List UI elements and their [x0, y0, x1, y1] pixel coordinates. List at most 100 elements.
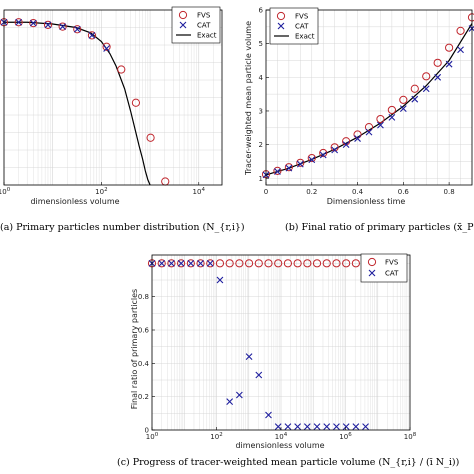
data-point-cat: [319, 151, 327, 159]
data-point-cat: [445, 60, 453, 68]
data-point-cat: [73, 25, 81, 33]
panel-c-ticks: 100 102 104 106 108 0 0.2 0.4 0.6 0.8: [138, 293, 417, 441]
legend-a-cat-label: CAT: [197, 22, 211, 30]
data-point-cat: [216, 276, 224, 284]
data-point-cat: [333, 423, 340, 431]
panel-c-markers: [147, 259, 370, 431]
x-tick-label: 0.2: [306, 188, 317, 196]
data-point-fvs: [351, 259, 360, 268]
panel-a-xlabel: dimensionless volume: [30, 197, 119, 206]
y-tick-label: 2: [259, 141, 263, 149]
data-point-fvs: [235, 259, 244, 268]
data-point-cat: [88, 31, 96, 39]
y-tick-label: 4: [259, 74, 264, 82]
x-tick-label: 108: [404, 432, 417, 441]
legend-c-fvs-marker: [367, 257, 377, 267]
y-tick-label: 0.6: [138, 327, 150, 335]
data-point-fvs: [186, 259, 195, 268]
data-point-cat: [352, 423, 360, 431]
series-line-exact: [4, 21, 151, 185]
data-point-fvs: [29, 19, 38, 28]
y-tick-label: 5: [259, 40, 263, 48]
caption-a: (a) Primary particles number distributio…: [0, 222, 245, 233]
data-point-fvs: [58, 22, 67, 31]
x-tick-label: 100: [146, 432, 159, 441]
data-point-cat: [399, 105, 407, 112]
data-point-fvs: [284, 163, 293, 172]
data-point-fvs: [273, 166, 282, 175]
data-point-fvs: [467, 13, 474, 22]
data-point-fvs: [215, 259, 225, 268]
data-point-cat: [296, 160, 304, 168]
data-point-fvs: [177, 259, 186, 268]
legend-a-fvs-label: FVS: [197, 12, 211, 20]
data-point-fvs: [161, 177, 170, 186]
data-point-fvs: [131, 98, 141, 107]
data-point-fvs: [225, 259, 234, 268]
data-point-cat: [331, 146, 339, 154]
x-tick-label: 106: [339, 432, 352, 441]
panel-a-markers: [0, 18, 170, 186]
panel-c-grid: [151, 255, 410, 431]
x-tick-label: 0.8: [444, 188, 455, 196]
y-tick-label: 0.4: [138, 360, 150, 368]
data-point-fvs: [73, 25, 82, 34]
data-point-fvs: [283, 259, 293, 268]
data-point-fvs: [117, 65, 126, 74]
data-point-fvs: [274, 259, 283, 268]
legend-a-fvs-marker: [178, 10, 188, 20]
panel-c-legend: FVS CAT: [360, 253, 408, 283]
data-point-fvs: [422, 72, 431, 81]
panel-a-legend: FVS CAT Exact: [171, 6, 221, 44]
legend-a-cat-marker: [179, 21, 187, 29]
data-point-fvs: [376, 114, 385, 124]
data-point-fvs: [332, 259, 341, 268]
panel-b-axes-frame: [265, 9, 473, 186]
y-tick-label: 6: [259, 7, 264, 15]
data-point-cat: [59, 23, 67, 31]
legend-c-cat-label: CAT: [385, 270, 399, 278]
data-point-cat: [168, 259, 175, 267]
data-point-fvs: [293, 259, 302, 268]
data-point-cat: [158, 259, 166, 267]
panel-b-ylabel: Tracer-weighted mean particle volume: [244, 21, 253, 176]
data-point-fvs: [146, 133, 155, 142]
data-point-cat: [388, 113, 396, 121]
x-tick-label: 100: [0, 187, 11, 196]
data-point-cat: [274, 423, 282, 431]
data-point-fvs: [322, 259, 331, 268]
data-point-cat: [342, 141, 350, 149]
x-tick-label: 0.6: [398, 188, 410, 196]
x-tick-label: 102: [210, 432, 222, 441]
panel-b-xlabel: Dimensionless time: [327, 197, 406, 206]
data-point-fvs: [364, 123, 374, 132]
data-point-cat: [365, 128, 373, 136]
data-point-fvs: [399, 95, 408, 104]
data-point-cat: [206, 259, 214, 267]
legend-c-cat-marker: [368, 269, 376, 277]
data-point-cat: [29, 19, 37, 27]
data-point-cat: [197, 259, 204, 267]
y-tick-label: 0.8: [138, 293, 149, 301]
data-point-fvs: [157, 259, 166, 268]
data-point-fvs: [264, 259, 273, 268]
data-point-cat: [284, 423, 292, 431]
panel-a-axes-frame: [3, 9, 223, 186]
data-point-cat: [362, 423, 369, 431]
data-point-cat: [274, 168, 281, 175]
panel-c-xlabel: dimensionless volume: [235, 441, 324, 450]
panel-a-ticks: 100 102 104: [0, 182, 205, 196]
y-tick-label: 3: [259, 107, 263, 115]
data-point-fvs: [254, 259, 263, 268]
x-tick-label: 0.4: [352, 188, 364, 196]
x-tick-label: 104: [275, 432, 288, 441]
legend-b-fvs-label: FVS: [295, 13, 309, 21]
x-tick-label: 102: [95, 187, 107, 196]
x-tick-label: 104: [193, 187, 206, 196]
legend-c-fvs-label: FVS: [385, 259, 399, 267]
data-point-fvs: [102, 42, 111, 51]
data-point-cat: [103, 45, 110, 52]
data-point-cat: [235, 391, 243, 399]
data-point-fvs: [319, 148, 328, 158]
